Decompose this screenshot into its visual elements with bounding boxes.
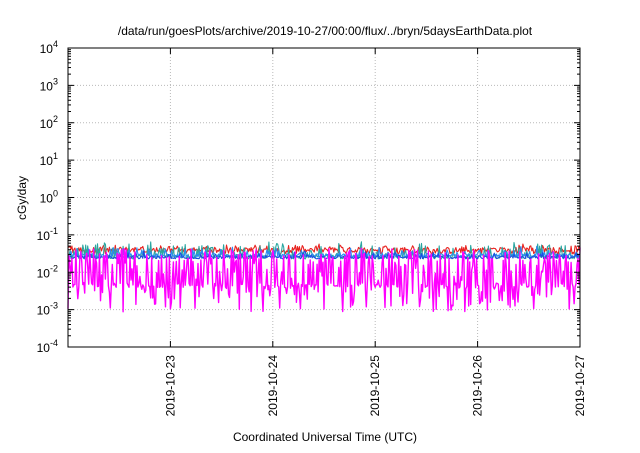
y-tick-label: 10-4: [37, 338, 58, 355]
y-tick-exponent: -4: [50, 338, 58, 348]
y-tick-label: 10-3: [37, 301, 58, 318]
axes-frame: [67, 47, 581, 348]
y-tick-label: 101: [40, 151, 58, 168]
x-tick-labels: 2019-10-23 2019-10-24 2019-10-25 2019-10-26…: [163, 355, 587, 417]
y-tick-exponent: 4: [53, 39, 58, 49]
y-tick-exponent: 0: [53, 189, 58, 199]
y-tick-exponent: 2: [53, 114, 58, 124]
y-tick-label: 10-2: [37, 263, 58, 280]
y-tick-label: 102: [40, 114, 58, 131]
x-axis-label: Coordinated Universal Time (UTC): [233, 430, 417, 444]
y-tick-label: 104: [40, 39, 58, 56]
x-tick-label: 2019-10-25: [368, 355, 382, 417]
series-layer: [67, 241, 581, 313]
series-line-4: [67, 250, 581, 260]
series-line-5: [67, 247, 581, 313]
y-tick-label: 10-1: [37, 226, 58, 243]
y-axis-label: cGy/day: [15, 176, 29, 220]
x-tick-label: 2019-10-23: [163, 355, 177, 417]
x-tick-label: 2019-10-27: [573, 355, 587, 417]
y-tick-label: 100: [40, 189, 58, 206]
series-line-1: [68, 243, 581, 255]
y-tick-exponent: -2: [50, 263, 58, 273]
y-tick-exponent: 1: [53, 151, 58, 161]
x-tick-label: 2019-10-26: [471, 355, 485, 417]
y-tick-exponent: 3: [53, 76, 58, 86]
chart-title: /data/run/goesPlots/archive/2019-10-27/0…: [118, 24, 533, 38]
y-tick-exponent: -1: [50, 226, 58, 236]
x-tick-label: 2019-10-24: [266, 355, 280, 417]
plot-frame: [67, 47, 581, 348]
y-tick-exponent: -3: [50, 301, 58, 311]
y-tick-label: 103: [40, 76, 58, 93]
